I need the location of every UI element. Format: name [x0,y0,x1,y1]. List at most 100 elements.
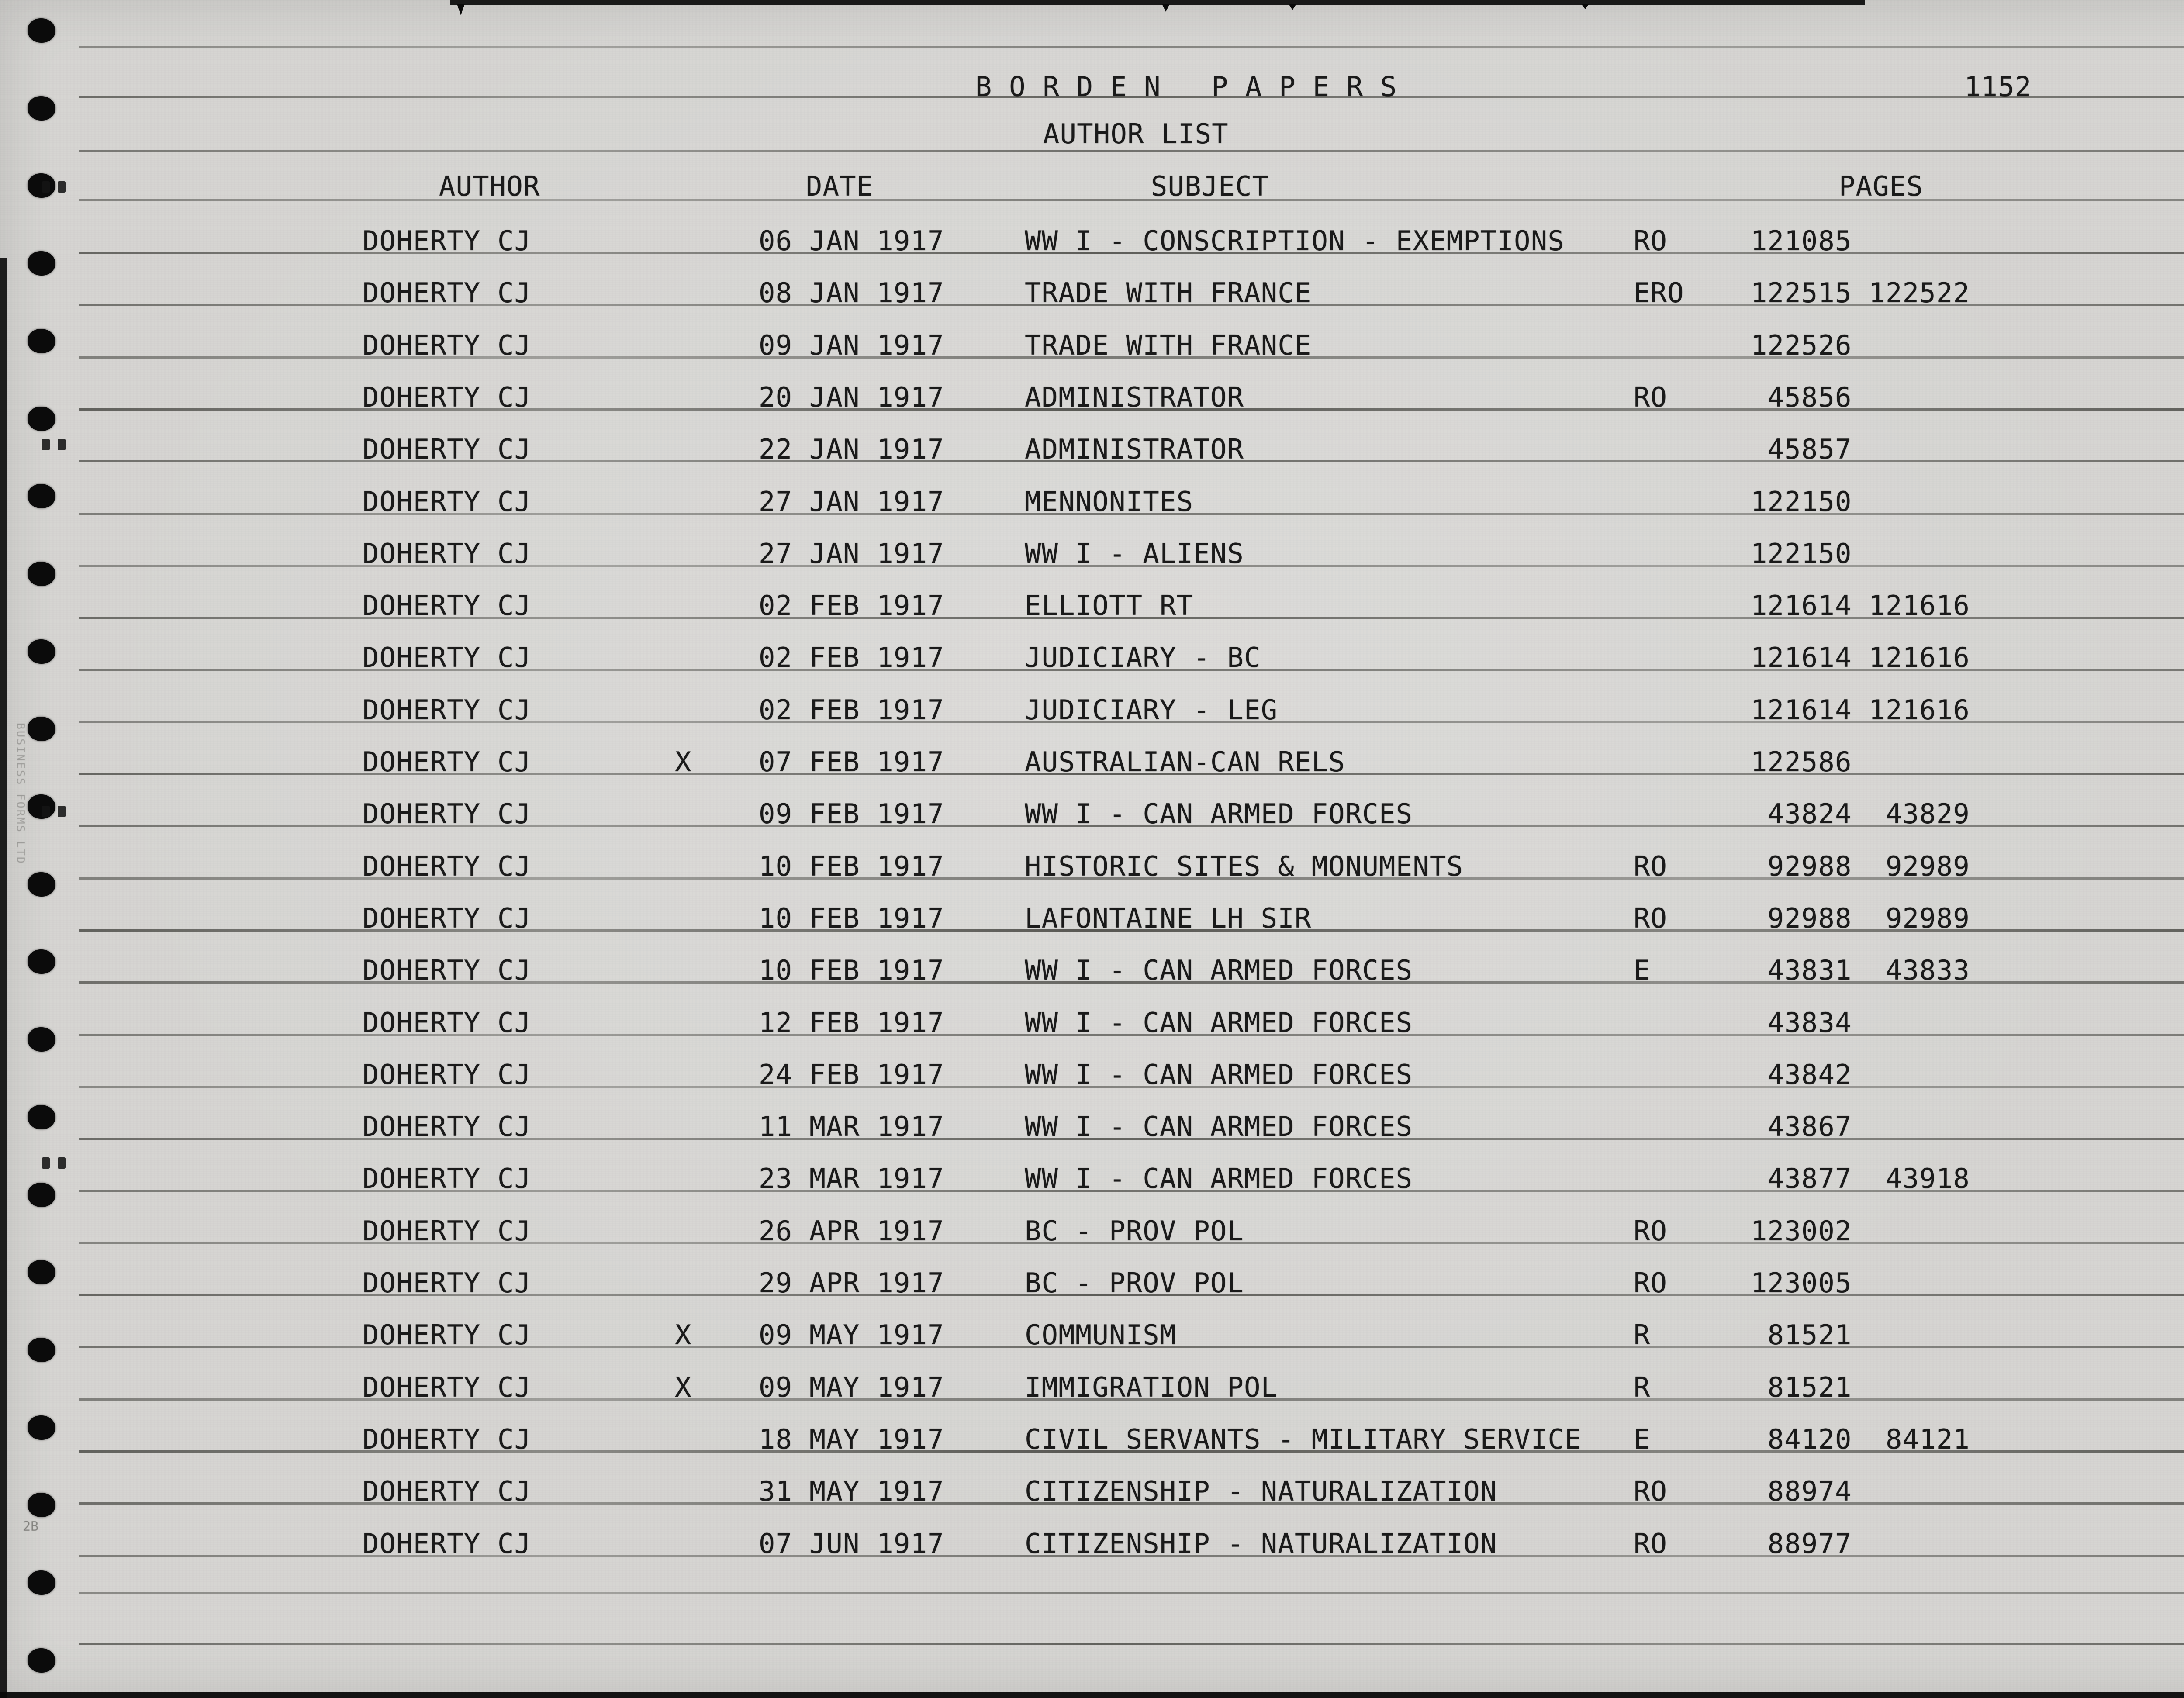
subject-cell: WW I - CONSCRIPTION - EXEMPTIONS [1025,225,1565,257]
feed-mark [58,1157,66,1169]
author-cell: DOHERTY CJ [363,225,532,257]
page-title: B O R D E N P A P E R S [975,71,1397,103]
left-punch-hole [28,1570,55,1595]
subject-cell: ELLIOTT RT [1025,590,1194,621]
ruled-line [79,1346,2184,1348]
author-cell: DOHERTY CJ [363,1111,532,1142]
subject-cell: WW I - CAN ARMED FORCES [1025,1007,1413,1039]
subject-cell: COMMUNISM [1025,1319,1177,1351]
code-cell: RO [1634,1215,1668,1247]
author-cell: DOHERTY CJ [363,486,532,518]
date-cell: 23 MAR 1917 [759,1163,944,1194]
ruled-line [79,199,2184,201]
subject-cell: BC - PROV POL [1025,1267,1244,1299]
date-cell: 27 JAN 1917 [759,486,944,518]
code-cell: E [1634,1423,1651,1455]
author-cell: DOHERTY CJ [363,538,532,569]
table-row: DOHERTY CJ 02 FEB 1917 JUDICIARY - BC 12161… [0,641,2184,675]
date-cell: 07 FEB 1917 [759,746,944,778]
pages-cell: 43831 43833 [1751,954,1970,986]
feed-mark [58,806,66,817]
pages-cell: 88977 [1751,1528,1852,1560]
left-punch-hole [28,1027,55,1052]
table-row: DOHERTY CJ 26 APR 1917 BC - PROV POL RO 1230… [0,1214,2184,1248]
date-cell: 12 FEB 1917 [759,1007,944,1039]
subject-cell: AUSTRALIAN-CAN RELS [1025,746,1345,778]
ruled-line [79,773,2184,775]
author-cell: DOHERTY CJ [363,902,532,934]
table-row: DOHERTY CJ 02 FEB 1917 JUDICIARY - LEG 1216… [0,693,2184,727]
date-cell: 10 FEB 1917 [759,850,944,882]
table-row: DOHERTY CJ 08 JAN 1917 TRADE WITH FRANCE ER… [0,276,2184,310]
ruled-line [79,1242,2184,1244]
date-cell: 20 JAN 1917 [759,381,944,413]
date-cell: 10 FEB 1917 [759,902,944,934]
table-row: DOHERTY CJ 09 JAN 1917 TRADE WITH FRANCE 12… [0,328,2184,362]
date-cell: 08 JAN 1917 [759,277,944,309]
pages-cell: 122526 [1751,329,1852,361]
left-punch-hole [28,18,55,43]
subject-cell: CITIZENSHIP - NATURALIZATION [1025,1475,1497,1507]
ruled-line [79,408,2184,411]
subject-cell: CIVIL SERVANTS - MILITARY SERVICE [1025,1423,1582,1455]
subject-cell: CITIZENSHIP - NATURALIZATION [1025,1528,1497,1560]
code-cell: R [1634,1319,1651,1351]
pages-cell: 123002 [1751,1215,1852,1247]
ruled-line [79,1502,2184,1505]
ruled-line [79,96,2184,98]
pages-cell: 81521 [1751,1371,1852,1403]
table-row: DOHERTY CJ X 09 MAY 1917 IMMIGRATION POL R 8… [0,1370,2184,1405]
left-punch-hole [28,1105,55,1129]
subject-cell: TRADE WITH FRANCE [1025,329,1312,361]
left-punch-hole [28,1183,55,1207]
left-punch-hole [28,1260,55,1284]
table-row: DOHERTY CJ 20 JAN 1917 ADMINISTRATOR RO 458… [0,380,2184,414]
subject-cell: WW I - CAN ARMED FORCES [1025,798,1413,830]
table-row: DOHERTY CJ 10 FEB 1917 WW I - CAN ARMED FO… [0,953,2184,987]
pages-cell: 121614 121616 [1751,694,1970,726]
list-title: AUTHOR LIST [1043,118,1229,150]
left-punch-hole [28,484,55,508]
ruled-line [79,150,2184,152]
pages-cell: 43842 [1751,1059,1852,1091]
author-cell: DOHERTY CJ [363,694,532,726]
pages-cell: 121614 121616 [1751,642,1970,673]
date-cell: 26 APR 1917 [759,1215,944,1247]
author-cell: DOHERTY CJ [363,433,532,465]
left-punch-hole [28,329,55,353]
author-cell: DOHERTY CJ [363,1475,532,1507]
date-cell: 02 FEB 1917 [759,694,944,726]
author-cell: DOHERTY CJ [363,277,532,309]
left-punch-hole [28,949,55,974]
author-cell: DOHERTY CJ [363,1423,532,1455]
left-punch-hole [28,1648,55,1673]
subject-cell: HISTORIC SITES & MONUMENTS [1025,850,1464,882]
ruled-line [79,1086,2184,1088]
table-row: DOHERTY CJ 09 FEB 1917 WW I - CAN ARMED FO… [0,797,2184,831]
ruled-line [79,1592,2184,1594]
date-cell: 06 JAN 1917 [759,225,944,257]
table-row: DOHERTY CJ 29 APR 1917 BC - PROV POL RO 1230… [0,1266,2184,1300]
author-cell: DOHERTY CJ [363,798,532,830]
ruled-line [79,1555,2184,1557]
subject-cell: ADMINISTRATOR [1025,381,1244,413]
left-punch-hole [28,794,55,819]
subject-cell: MENNONITES [1025,486,1194,518]
date-cell: 02 FEB 1917 [759,590,944,621]
pages-cell: 122150 [1751,538,1852,569]
date-cell: 22 JAN 1917 [759,433,944,465]
table-row: DOHERTY CJ 02 FEB 1917 ELLIOTT RT 121614 12… [0,589,2184,623]
feed-mark [42,181,50,193]
table-row: DOHERTY CJ 10 FEB 1917 LAFONTAINE LH SIR RO… [0,901,2184,935]
author-cell: DOHERTY CJ [363,329,532,361]
author-cell: DOHERTY CJ [363,642,532,673]
pages-cell: 81521 [1751,1319,1852,1351]
author-cell: DOHERTY CJ [363,1215,532,1247]
pages-cell: 92988 92989 [1751,902,1970,934]
author-cell: DOHERTY CJ [363,1267,532,1299]
pages-cell: 45856 [1751,381,1852,413]
table-row: DOHERTY CJ 12 FEB 1917 WW I - CAN ARMED FO… [0,1006,2184,1040]
ruled-line [79,513,2184,515]
subject-cell: WW I - CAN ARMED FORCES [1025,1111,1413,1142]
pages-cell: 122150 [1751,486,1852,518]
